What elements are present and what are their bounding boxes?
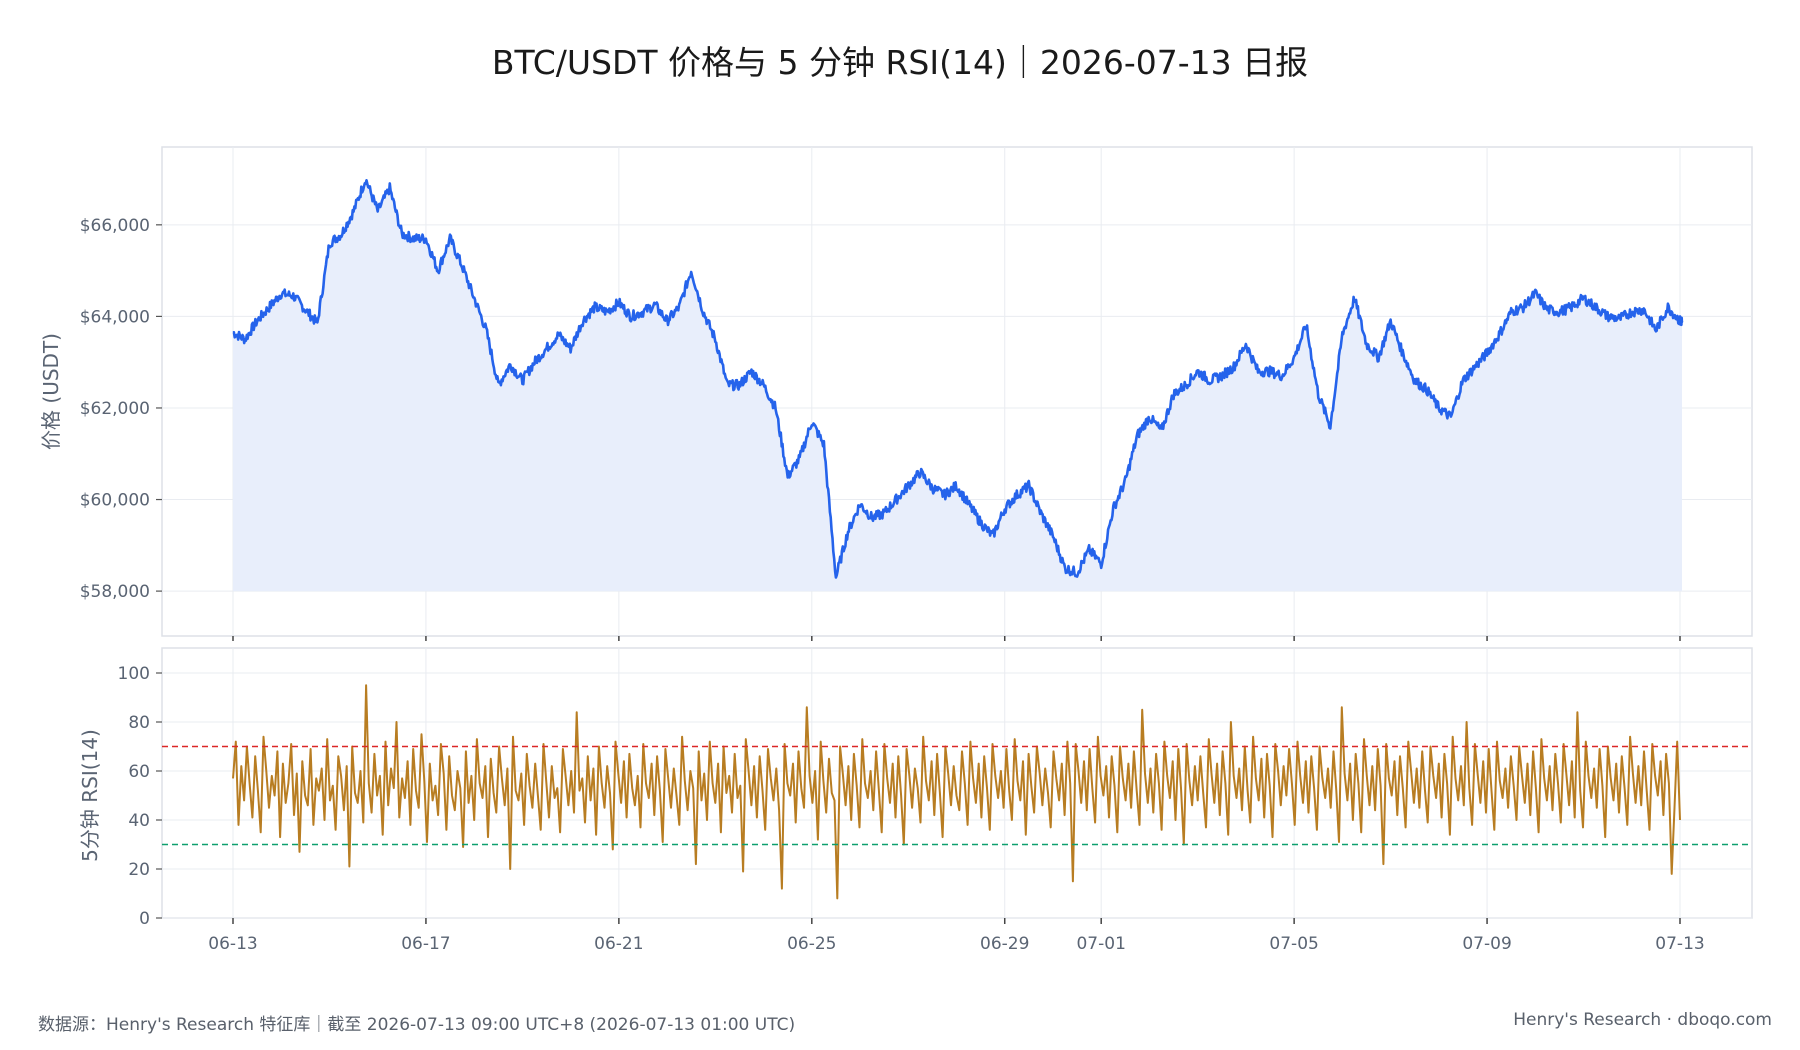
x-tick-label: 06-17 [401,934,450,954]
price-y-tick-label: $58,000 [80,582,150,602]
chart-title: BTC/USDT 价格与 5 分钟 RSI(14)｜2026-07-13 日报 [491,43,1309,82]
rsi-y-tick-label: 40 [128,811,150,831]
price-panel-frame [161,146,1753,637]
rsi-y-tick-label: 100 [118,664,150,684]
price-series-line [232,179,1684,579]
x-tick-label: 07-09 [1462,934,1511,954]
rsi-series-line [232,684,1681,900]
price-y-axis-title: 价格 (USDT) [39,333,63,450]
data-source-note: 数据源：Henry's Research 特征库｜截至 2026-07-13 0… [38,1015,796,1035]
x-tick-label: 07-01 [1076,934,1125,954]
x-tick-label: 06-21 [594,934,643,954]
price-y-tick-label: $66,000 [80,216,150,236]
price-y-tick-label: $60,000 [80,491,150,511]
price-panel: $58,000 $60,000 $62,000 $64,000 $66,000 价格 (U… [39,146,1753,641]
price-y-tick-label: $64,000 [80,307,150,327]
x-tick-label: 07-05 [1269,934,1318,954]
brand-credit: Henry's Research · dboqo.com [1513,1010,1772,1030]
x-tick-label: 06-13 [208,934,257,954]
rsi-y-axis-title: 5分钟 RSI(14) [78,729,102,862]
x-axis: 06-13 06-17 06-21 06-25 06-29 07-01 07-05 07-09… [208,918,1705,954]
x-tick-label: 07-13 [1655,934,1704,954]
rsi-y-tick-label: 20 [128,860,150,880]
rsi-panel: 0 20 40 60 80 100 5分钟 RSI(14) [78,647,1753,929]
price-y-tick-label: $62,000 [80,399,150,419]
rsi-y-tick-label: 0 [139,909,150,929]
price-area-fill [233,180,1683,592]
x-tick-label: 06-29 [980,934,1029,954]
rsi-y-tick-label: 80 [128,713,150,733]
x-tick-label: 06-25 [787,934,836,954]
rsi-y-tick-label: 60 [128,762,150,782]
